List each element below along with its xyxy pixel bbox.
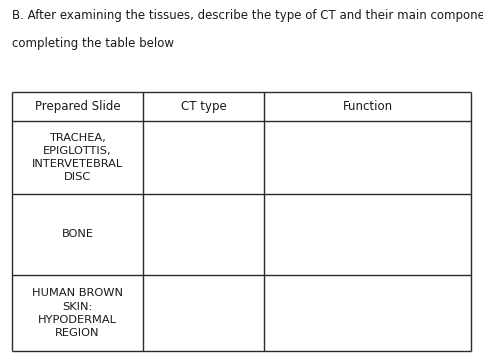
Text: B. After examining the tissues, describe the type of CT and their main component: B. After examining the tissues, describe… xyxy=(12,9,483,22)
Text: CT type: CT type xyxy=(181,100,227,113)
Text: completing the table below: completing the table below xyxy=(12,37,174,50)
Text: BONE: BONE xyxy=(61,229,94,239)
Text: Function: Function xyxy=(342,100,393,113)
Text: TRACHEA,
EPIGLOTTIS,
INTERVETEBRAL
DISC: TRACHEA, EPIGLOTTIS, INTERVETEBRAL DISC xyxy=(32,132,123,182)
Text: HUMAN BROWN
SKIN:
HYPODERMAL
REGION: HUMAN BROWN SKIN: HYPODERMAL REGION xyxy=(32,288,123,338)
Text: Prepared Slide: Prepared Slide xyxy=(35,100,120,113)
